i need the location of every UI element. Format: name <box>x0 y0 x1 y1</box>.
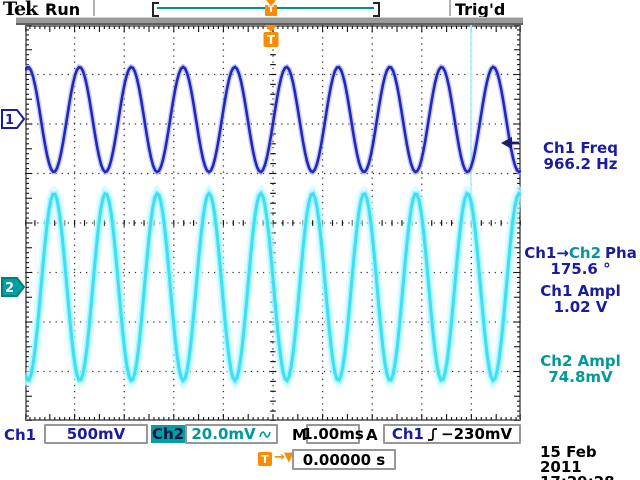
measurement-label: Ch1→Ch2 Pha <box>524 244 637 262</box>
measurement-ch1-freq: Ch1 Freq 966.2 Hz <box>521 139 640 173</box>
trigger-position-flag <box>263 32 279 47</box>
trigger-status: Trig'd <box>455 0 506 19</box>
svg-text:T: T <box>267 33 276 47</box>
delay-readout: 0.00000 s <box>292 449 396 470</box>
delay-trigger-chip: T <box>258 452 272 466</box>
graticule-canvas: T <box>19 24 525 422</box>
graticule: T <box>19 24 525 422</box>
record-bracket-right-icon <box>373 2 380 17</box>
ch1-scale-readout: 500mV <box>44 424 148 444</box>
measurement-ch1-ch2-phase: Ch1→Ch2 Pha 175.6 ° <box>521 244 640 278</box>
record-bracket-left-icon <box>152 2 159 17</box>
measurement-value: 966.2 Hz <box>543 154 618 173</box>
down-triangle-icon <box>266 0 276 6</box>
ch2-label-chip: Ch2 <box>151 425 185 443</box>
ch1-label: Ch1 <box>4 426 37 444</box>
ch2-scale-readout: 20.0mV <box>185 424 278 444</box>
ch1-trace <box>23 65 522 174</box>
ch2-trace <box>23 190 523 384</box>
measurement-label: Ch2 Ampl <box>540 352 621 370</box>
sine-wave-icon <box>258 431 271 438</box>
measurement-value: 1.02 V <box>553 297 608 316</box>
delay-arrow-icon: →▼ <box>274 450 294 465</box>
measurement-label: Ch1 Ampl <box>540 282 621 300</box>
svg-text:2: 2 <box>5 281 14 296</box>
record-trigger-position-marker: T <box>265 0 277 16</box>
time-text: 17:29:28 <box>540 475 640 480</box>
measurement-ch1-ampl: Ch1 Ampl 1.02 V <box>521 282 640 316</box>
datetime: 15 Feb 2011 17:29:28 <box>540 445 640 480</box>
topbar-divider-2 <box>449 0 451 16</box>
date-text: 15 Feb 2011 <box>540 443 597 476</box>
timebase-readout: 1.00ms <box>302 424 364 444</box>
trigger-level-arrow <box>501 137 519 149</box>
measurement-value: 175.6 ° <box>550 259 611 278</box>
measurement-value: 74.8mV <box>548 367 613 386</box>
horizontal-position-bar <box>16 17 523 25</box>
ch1-ground-marker: 1 <box>1 109 26 129</box>
trigger-a-label: A <box>366 426 378 444</box>
topbar-divider <box>93 0 95 16</box>
tek-logo: Tek <box>3 0 38 20</box>
ch2-ground-marker: 2 <box>1 277 26 297</box>
trigger-position-triangle-icon <box>265 25 277 32</box>
measurement-label: Ch1 Freq <box>543 139 618 157</box>
svg-text:1: 1 <box>5 113 14 128</box>
acquisition-status: Run <box>45 0 81 19</box>
timebase-label: M <box>292 426 307 444</box>
measurement-ch2-ampl: Ch2 Ampl 74.8mV <box>521 352 640 386</box>
rising-edge-icon <box>428 427 437 441</box>
trigger-readout: Ch1 −230mV <box>383 424 521 444</box>
